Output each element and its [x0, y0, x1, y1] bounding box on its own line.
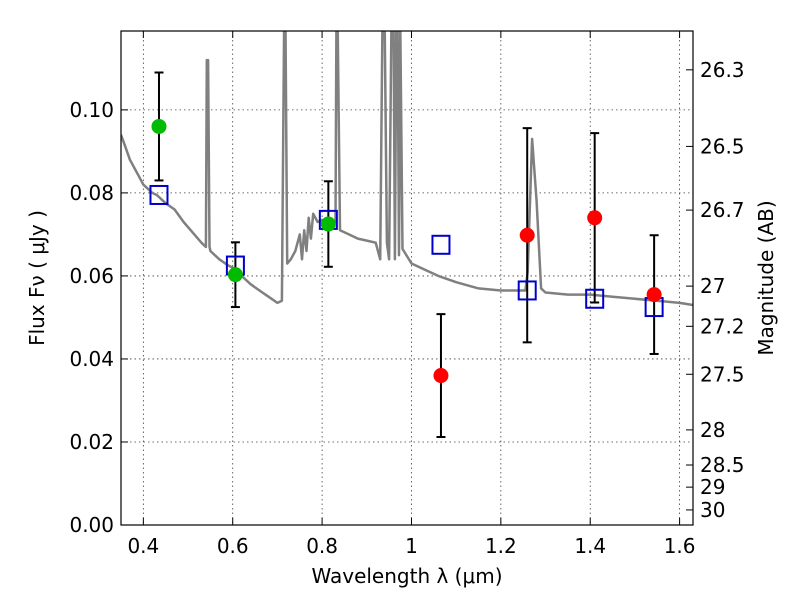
x-tick-label: 1.4: [574, 534, 606, 558]
y-axis-label-left: Flux Fν ( μJy ): [25, 210, 49, 346]
x-tick-label: 0.4: [127, 534, 159, 558]
mag-tick-label: 26.3: [700, 58, 745, 82]
observed-point-green: [320, 216, 336, 232]
observed-point-red: [519, 227, 535, 243]
grid-lines: [121, 31, 693, 525]
model-point: [431, 234, 451, 255]
observed-point-green: [151, 118, 167, 134]
x-axis: 0.4 0.6 0.8 1 1.2 1.4 1.6: [127, 31, 696, 558]
y-tick-label: 0.10: [69, 98, 114, 122]
y-tick-label: 0.02: [69, 430, 114, 454]
mag-tick-label: 30: [700, 498, 725, 522]
plot-frame: [120, 30, 694, 526]
x-tick-label: 1.6: [664, 534, 696, 558]
model-point: [517, 280, 537, 301]
x-tick-label: 0.6: [217, 534, 249, 558]
mag-tick-label: 28.5: [700, 453, 745, 477]
x-tick-label: 1: [405, 534, 418, 558]
observed-point-layer: [151, 118, 662, 384]
model-point: [149, 184, 169, 205]
y-tick-label: 0.08: [69, 181, 114, 205]
mag-tick-label: 26.7: [700, 198, 745, 222]
y-tick-label: 0.04: [69, 347, 114, 371]
observed-point-green: [227, 267, 243, 283]
y-axis-label-right: Magnitude (AB): [754, 200, 778, 355]
x-axis-label: Wavelength λ (μm): [311, 564, 502, 588]
observed-point-red: [433, 368, 449, 384]
mag-tick-label: 29: [700, 475, 725, 499]
mag-tick-label: 27.2: [700, 314, 745, 338]
y-axis-left: 0.00 0.02 0.04 0.06 0.08 0.10: [69, 98, 128, 537]
mag-tick-label: 26.5: [700, 134, 745, 158]
x-tick-label: 0.8: [306, 534, 338, 558]
mag-tick-label: 28: [700, 418, 725, 442]
model-point: [585, 288, 605, 309]
y-tick-label: 0.06: [69, 264, 114, 288]
mag-tick-label: 27: [700, 274, 725, 298]
y-tick-label: 0.00: [69, 513, 114, 537]
mag-tick-label: 27.5: [700, 362, 745, 386]
observed-point-red: [587, 210, 603, 226]
observed-point-red: [646, 287, 662, 303]
x-tick-label: 1.2: [485, 534, 517, 558]
